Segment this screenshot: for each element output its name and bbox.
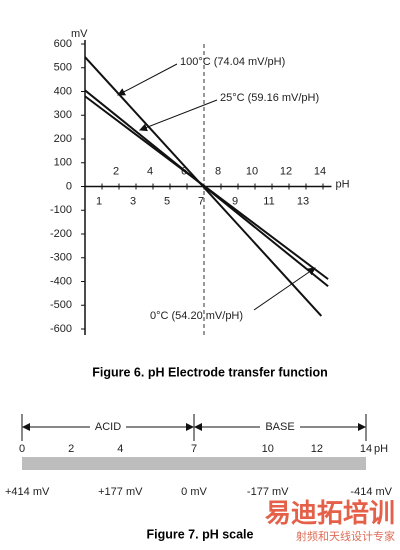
data-line (84, 95, 329, 280)
x-tick-label: 7 (198, 195, 204, 207)
x-tick-label: 12 (280, 165, 292, 177)
scale-tick-label: 4 (117, 443, 123, 455)
figure-caption: Figure 7. pH scale (147, 527, 254, 541)
scale-tick-label: 2 (68, 443, 74, 455)
x-tick-label: 4 (147, 165, 153, 177)
x-tick-label: 5 (164, 195, 170, 207)
x-tick-label: 9 (232, 195, 238, 207)
x-tick-label: 10 (246, 165, 258, 177)
y-axis-label: mV (71, 28, 88, 40)
scale-unit: pH (374, 443, 388, 455)
scale-bar (22, 457, 366, 470)
line-annotation: 25°C (59.16 mV/pH) (220, 92, 319, 104)
annotation-arrow (139, 99, 218, 132)
acid-label: ACID (95, 421, 121, 433)
mv-label: +177 mV (98, 486, 143, 498)
x-tick-label: 3 (130, 195, 136, 207)
y-tick-label: 400 (54, 85, 72, 97)
y-tick-label: 100 (54, 157, 72, 169)
y-tick-label: 300 (54, 109, 72, 121)
y-tick-label: -500 (50, 299, 72, 311)
y-tick-label: -600 (50, 323, 72, 335)
y-tick-label: -100 (50, 204, 72, 216)
y-tick-label: -400 (50, 275, 72, 287)
y-tick-label: 0 (66, 180, 72, 192)
y-tick-label: -300 (50, 252, 72, 264)
y-tick-label: 200 (54, 133, 72, 145)
x-tick-label: 13 (297, 195, 309, 207)
y-tick-label: 600 (54, 38, 72, 50)
annotation-arrow (117, 63, 178, 96)
mv-label: 0 mV (181, 486, 207, 498)
scale-tick-label: 12 (311, 443, 323, 455)
annotation-arrow (253, 267, 316, 311)
x-tick-label: 2 (113, 165, 119, 177)
line-annotation: 100°C (74.04 mV/pH) (180, 56, 285, 68)
x-axis-label: pH (336, 178, 350, 190)
x-tick-label: 1 (96, 195, 102, 207)
x-tick-label: 14 (314, 165, 326, 177)
mv-label: +414 mV (5, 486, 50, 498)
watermark: 易迪拓培训 (265, 498, 395, 528)
watermark: 射频和天线设计专家 (296, 529, 395, 543)
scale-tick-label: 7 (191, 443, 197, 455)
mv-label: -177 mV (247, 486, 289, 498)
line-annotation: 0°C (54.20 mV/pH) (150, 310, 243, 322)
x-tick-label: 11 (263, 195, 274, 207)
base-label: BASE (265, 421, 294, 433)
mv-label: -414 mV (350, 486, 392, 498)
scale-tick-label: 0 (19, 443, 25, 455)
scale-tick-label: 10 (262, 443, 274, 455)
y-tick-label: -200 (50, 228, 72, 240)
scale-tick-label: 14 (360, 443, 372, 455)
y-tick-label: 500 (54, 62, 72, 74)
figure-caption: Figure 6. pH Electrode transfer function (92, 365, 327, 379)
x-tick-label: 8 (215, 165, 221, 177)
